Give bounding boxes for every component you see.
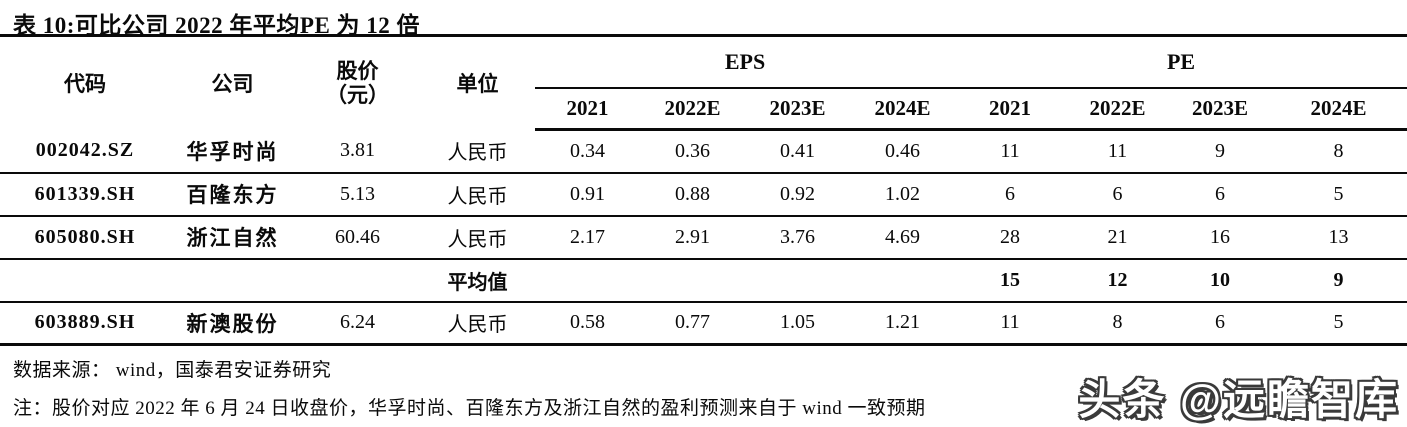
cell-price: 5.13	[295, 172, 420, 217]
watermark: 头条 @远瞻智库	[1078, 376, 1399, 423]
eps-year-2021: 2021	[535, 87, 640, 131]
cell-pe-2021: 6	[955, 172, 1066, 217]
cell-eps-2023e	[745, 258, 850, 303]
cell-eps-2022e: 0.36	[640, 129, 745, 174]
cell-eps-2023e: 1.05	[745, 301, 850, 346]
cell-eps-2021: 0.91	[535, 172, 640, 217]
cell-eps-2022e: 0.88	[640, 172, 745, 217]
col-header-price-line1: 股价	[336, 59, 379, 84]
col-header-code: 代码	[64, 72, 106, 97]
cell-eps-2024e: 1.02	[850, 172, 956, 217]
table-row: 002042.SZ 华孚时尚 3.81 人民币 0.34 0.36 0.41 0…	[0, 129, 1407, 174]
table-row-average: 平均值 15 12 10 9	[0, 258, 1407, 303]
cell-price: 3.81	[295, 129, 420, 174]
table-title: 表 10:可比公司 2022 年平均PE 为 12 倍	[13, 13, 421, 38]
cell-eps-2023e: 3.76	[745, 215, 850, 260]
cell-eps-2023e: 0.92	[745, 172, 850, 217]
eps-year-2022e: 2022E	[640, 87, 745, 131]
cell-pe-2024e: 13	[1270, 215, 1407, 260]
eps-year-2023e: 2023E	[745, 87, 850, 131]
eps-year-2024e: 2024E	[850, 87, 956, 131]
cell-pe-2024e: 5	[1270, 172, 1407, 217]
pe-year-2024e: 2024E	[1270, 87, 1407, 131]
cell-company: 华孚时尚	[170, 129, 295, 174]
cell-unit: 人民币	[420, 129, 535, 174]
footnote-line: 注：股价对应 2022 年 6 月 24 日收盘价，华孚时尚、百隆东方及浙江自然…	[13, 398, 926, 419]
cell-code: 002042.SZ	[0, 129, 170, 174]
cell-pe-2022e: 8	[1065, 301, 1171, 346]
cell-company: 浙江自然	[170, 215, 295, 260]
cell-company: 百隆东方	[170, 172, 295, 217]
table-row: 605080.SH 浙江自然 60.46 人民币 2.17 2.91 3.76 …	[0, 215, 1407, 260]
cell-unit: 人民币	[420, 301, 535, 346]
cell-pe-2023e: 6	[1170, 172, 1271, 217]
cell-pe-2021: 15	[955, 258, 1066, 303]
cell-eps-2022e	[640, 258, 745, 303]
col-header-price: 股价 （元）	[295, 36, 420, 130]
cell-unit: 人民币	[420, 172, 535, 217]
cell-eps-2022e: 0.77	[640, 301, 745, 346]
cell-price: 6.24	[295, 301, 420, 346]
cell-pe-2022e: 12	[1065, 258, 1171, 303]
cell-eps-2022e: 2.91	[640, 215, 745, 260]
cell-eps-2021: 2.17	[535, 215, 640, 260]
cell-pe-2021: 11	[955, 129, 1066, 174]
cell-eps-2024e: 1.21	[850, 301, 956, 346]
pe-year-2021: 2021	[955, 87, 1066, 131]
cell-code: 601339.SH	[0, 172, 170, 217]
col-header-company: 公司	[211, 72, 254, 97]
cell-average-label: 平均值	[420, 258, 535, 303]
cell-eps-2024e: 0.46	[850, 129, 956, 174]
cell-price: 60.46	[295, 215, 420, 260]
cell-pe-2022e: 6	[1065, 172, 1171, 217]
cell-code	[0, 258, 170, 303]
header-year-row: 2021 2022E 2023E 2024E 2021 2022E 2023E …	[0, 87, 1407, 131]
group-header-pe: PE	[955, 35, 1407, 89]
cell-eps-2023e: 0.41	[745, 129, 850, 174]
pe-year-2022e: 2022E	[1065, 87, 1171, 131]
cell-eps-2024e: 4.69	[850, 215, 956, 260]
cell-pe-2021: 28	[955, 215, 1066, 260]
cell-pe-2024e: 9	[1270, 258, 1407, 303]
group-header-eps: EPS	[535, 35, 956, 89]
cell-pe-2022e: 11	[1065, 129, 1171, 174]
cell-company: 新澳股份	[170, 301, 295, 346]
cell-pe-2023e: 16	[1170, 215, 1271, 260]
comparable-companies-table: 代码 公司 股价 （元） 单位 EPS PE 2021 2022E 2023E …	[0, 34, 1407, 346]
cell-company	[170, 258, 295, 303]
cell-pe-2024e: 5	[1270, 301, 1407, 346]
cell-pe-2023e: 6	[1170, 301, 1271, 346]
table-row: 603889.SH 新澳股份 6.24 人民币 0.58 0.77 1.05 1…	[0, 301, 1407, 346]
data-source-line: 数据来源： wind，国泰君安证券研究	[13, 360, 332, 381]
cell-eps-2024e	[850, 258, 956, 303]
header-group-row: 代码 公司 股价 （元） 单位 EPS PE	[0, 35, 1407, 107]
cell-eps-2021: 0.34	[535, 129, 640, 174]
cell-eps-2021	[535, 258, 640, 303]
cell-eps-2021: 0.58	[535, 301, 640, 346]
cell-unit: 人民币	[420, 215, 535, 260]
cell-pe-2022e: 21	[1065, 215, 1171, 260]
cell-code: 603889.SH	[0, 301, 170, 346]
cell-code: 605080.SH	[0, 215, 170, 260]
cell-pe-2023e: 10	[1170, 258, 1271, 303]
cell-pe-2021: 11	[955, 301, 1066, 346]
col-header-unit: 单位	[456, 72, 499, 97]
cell-price	[295, 258, 420, 303]
table-row: 601339.SH 百隆东方 5.13 人民币 0.91 0.88 0.92 1…	[0, 172, 1407, 217]
cell-pe-2023e: 9	[1170, 129, 1271, 174]
pe-year-2023e: 2023E	[1170, 87, 1271, 131]
cell-pe-2024e: 8	[1270, 129, 1407, 174]
col-header-price-line2: （元）	[326, 83, 389, 108]
